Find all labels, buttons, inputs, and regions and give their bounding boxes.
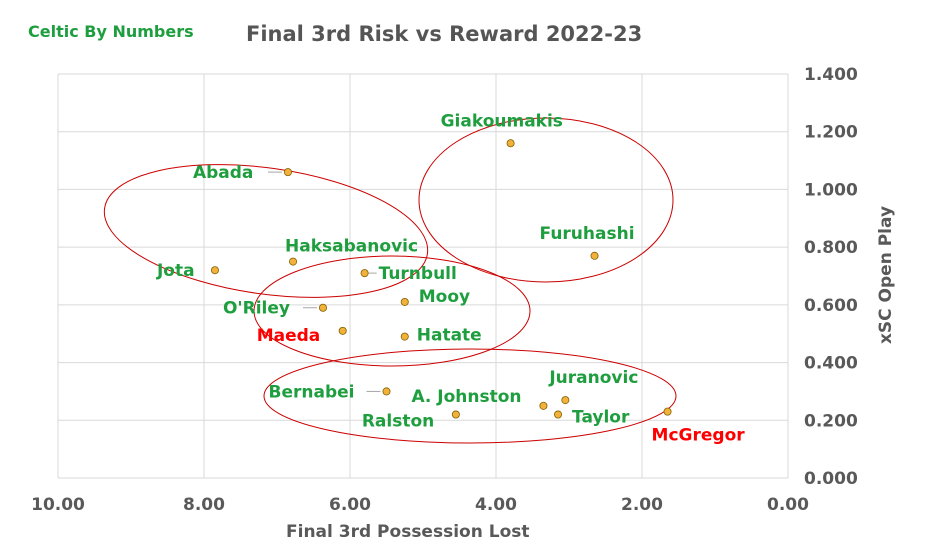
data-points [210,139,672,419]
label-giakoumakis: Giakoumakis [441,111,563,131]
point-abada [283,168,292,177]
point-a-johnston [539,401,548,410]
point-mcgregor [663,407,672,416]
cluster-ellipse [418,117,674,283]
axis-ticks: 0.000 0.200 0.400 0.600 0.800 1.000 1.200 1.400… [31,65,858,515]
label-o-riley: O'Riley [223,299,290,319]
point-furuhashi [590,251,599,260]
y-tick-label: 1.400 [804,65,858,85]
x-tick-label: 8.00 [183,495,225,515]
label-mooy: Mooy [419,287,470,307]
label-juranovic: Juranovic [548,368,638,388]
point-giakoumakis [506,139,515,148]
label-mcgregor: McGregor [652,426,746,446]
x-tick-label: 4.00 [475,495,517,515]
cluster-ellipse [253,255,531,367]
y-tick-label: 1.000 [804,180,858,200]
label-bernabei: Bernabei [269,382,355,402]
point-turnbull [360,269,369,278]
point-maeda [338,326,347,335]
y-tick-label: 0.400 [804,354,858,374]
chart-title: Final 3rd Risk vs Reward 2022-23 [246,22,643,46]
label-turnbull: Turnbull [379,264,457,284]
point-haksabanovic [289,257,298,266]
label-hatate: Hatate [417,326,482,346]
label-abada: Abada [193,163,253,183]
label-maeda: Maeda [257,326,321,346]
point-ralston [451,410,460,419]
cluster-ellipse [103,164,429,298]
x-tick-label: 10.00 [31,495,85,515]
cluster-ellipse [263,348,677,444]
y-axis-label: xSC Open Play [876,205,896,345]
y-tick-label: 0.800 [804,238,858,258]
y-tick-label: 0.600 [804,296,858,316]
y-tick-label: 0.000 [804,469,858,489]
point-jota [210,266,219,275]
point-labels: Giakoumakis Abada Furuhashi Haksabanovic Jot… [156,111,745,445]
cluster-ellipses [103,117,677,444]
point-taylor [554,410,563,419]
label-ralston: Ralston [362,412,434,432]
label-jota: Jota [156,261,195,281]
label-taylor: Taylor [572,408,630,428]
y-tick-label: 0.200 [804,411,858,431]
y-tick-label: 1.200 [804,123,858,143]
label-furuhashi: Furuhashi [540,224,635,244]
point-mooy [400,297,409,306]
grid-lines [57,73,789,479]
x-tick-label: 2.00 [621,495,663,515]
brand-label: Celtic By Numbers [28,22,194,41]
x-axis-label: Final 3rd Possession Lost [286,522,530,542]
label-haksabanovic: Haksabanovic [285,237,418,257]
label-a-johnston: A. Johnston [411,387,521,407]
x-tick-label: 6.00 [329,495,371,515]
x-tick-label: 0.00 [767,495,809,515]
point-bernabei [382,387,391,396]
point-juranovic [561,396,570,405]
point-o-riley [318,303,327,312]
point-hatate [400,332,409,341]
